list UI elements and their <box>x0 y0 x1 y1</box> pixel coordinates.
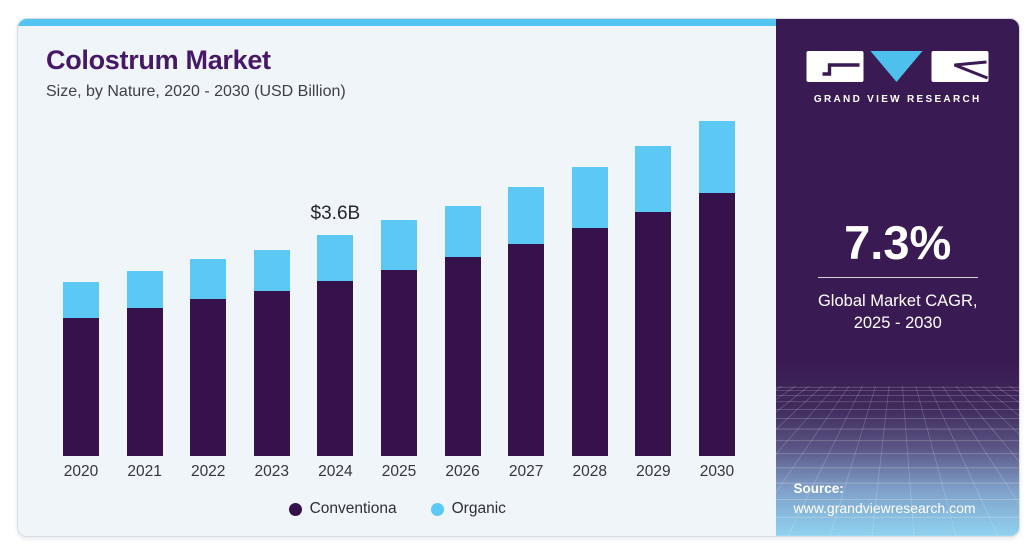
bar-segment-conventional <box>444 257 481 456</box>
x-axis-label: 2028 <box>572 463 607 480</box>
bar-segment-conventional <box>635 212 672 456</box>
chart-panel: Colostrum Market Size, by Nature, 2020 -… <box>18 19 777 536</box>
x-axis: 2020 2021 2022 2023 2024 2025 2026 2027 2028 2029… <box>63 463 735 483</box>
bar-segment-conventional <box>190 299 227 456</box>
cagr-divider <box>817 277 978 278</box>
bar-segment-organic <box>190 259 227 299</box>
x-axis-label: 2025 <box>381 463 417 480</box>
bar-segment-organic <box>317 235 354 281</box>
x-axis-label: 2023 <box>254 463 290 480</box>
bar-column-2023 <box>253 111 290 456</box>
bar-column-2028 <box>571 111 608 456</box>
bar-segment-conventional <box>508 244 545 456</box>
legend-label-conventional: Conventiona <box>309 500 397 517</box>
bar-segment-organic <box>508 187 545 244</box>
chart-subtitle: Size, by Nature, 2020 - 2030 (USD Billio… <box>46 83 346 100</box>
cagr-label-line2: 2025 - 2030 <box>853 314 942 333</box>
bar-segment-organic <box>380 220 417 270</box>
source-block: Source: www.grandviewresearch.com <box>793 481 975 516</box>
bar-column-2029 <box>635 111 672 456</box>
bar-segment-organic <box>126 271 163 308</box>
x-axis-label: 2030 <box>699 463 735 480</box>
bar-segment-organic <box>63 282 99 318</box>
bar-segment-conventional <box>698 193 735 456</box>
legend-swatch-conventional-icon <box>288 502 302 516</box>
bar-segment-conventional <box>571 228 608 456</box>
source-url[interactable]: www.grandviewresearch.com <box>793 500 976 516</box>
gvr-logo: GRAND VIEW RESEARCH <box>806 51 989 105</box>
x-axis-label: 2022 <box>190 463 226 480</box>
bar-segment-organic <box>571 167 608 228</box>
x-axis-label: 2027 <box>508 463 544 480</box>
bar-segment-organic <box>635 146 672 212</box>
bar-column-2020 <box>63 111 99 456</box>
bar-segment-organic <box>444 206 481 257</box>
chart-title: Colostrum Market <box>46 45 271 75</box>
cagr-value: 7.3% <box>844 216 952 269</box>
bar-segment-conventional <box>317 281 354 456</box>
bar-column-2027 <box>508 111 545 456</box>
report-card: Colostrum Market Size, by Nature, 2020 -… <box>17 18 1020 537</box>
sidebar: GRAND VIEW RESEARCH 7.3% Global Market C… <box>776 19 1019 536</box>
x-axis-label: 2020 <box>63 463 99 480</box>
bar-column-2025 <box>380 111 417 456</box>
bar-segment-organic <box>253 250 290 291</box>
bar-segment-conventional <box>63 318 99 456</box>
x-axis-label: 2029 <box>636 463 671 480</box>
brand-name: GRAND VIEW RESEARCH <box>813 94 982 105</box>
x-axis-label: 2024 <box>318 463 353 480</box>
x-axis-label: 2026 <box>445 463 480 480</box>
bar-column-2026 <box>444 111 481 456</box>
bar-column-2024: $3.6B <box>311 111 360 456</box>
legend: Conventiona Organic <box>18 500 776 518</box>
value-annotation: $3.6B <box>310 203 361 224</box>
cagr-block: 7.3% Global Market CAGR, 2025 - 2030 <box>776 219 1019 335</box>
bar-column-2022 <box>190 111 227 456</box>
bar-column-2030 <box>698 111 735 456</box>
top-accent-bar <box>18 19 777 26</box>
bar-segment-conventional <box>253 291 290 456</box>
bar-segment-conventional <box>380 270 417 456</box>
chart-header: Colostrum Market Size, by Nature, 2020 -… <box>46 45 346 101</box>
bar-segment-organic <box>698 121 735 193</box>
legend-label-organic: Organic <box>451 500 506 517</box>
legend-item-conventional: Conventiona <box>288 500 397 518</box>
x-axis-label: 2021 <box>127 463 162 480</box>
legend-swatch-organic-icon <box>430 502 444 516</box>
cagr-label-line1: Global Market CAGR, <box>817 292 978 310</box>
mesh-pattern-icon <box>776 386 1019 536</box>
bar-column-2021 <box>126 111 163 456</box>
bar-segment-conventional <box>126 308 163 456</box>
gvr-logo-icon <box>806 51 989 82</box>
source-label: Source: <box>793 481 844 496</box>
bar-plot: $3.6B <box>63 111 735 456</box>
legend-item-organic: Organic <box>430 500 506 518</box>
